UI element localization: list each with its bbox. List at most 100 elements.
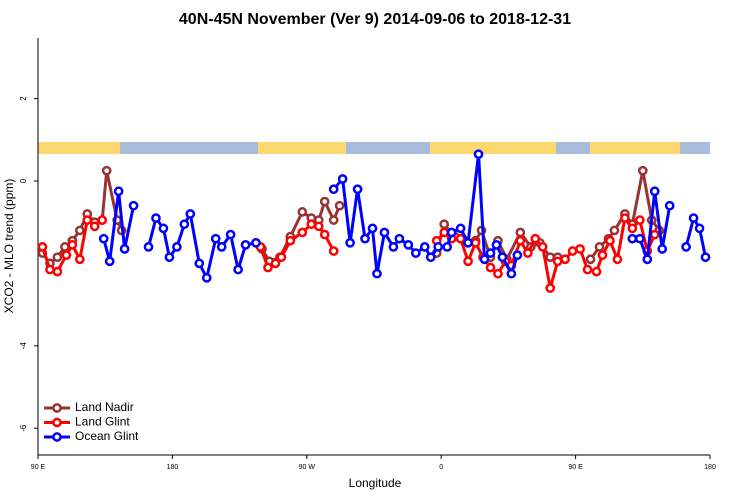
data-point [567,246,578,256]
data-point [151,213,161,223]
data-point [172,242,182,252]
data-point [582,264,593,275]
data-point [210,233,221,244]
data-point [334,200,345,211]
y-tick-label: 2 [19,96,28,101]
data-point [537,242,548,252]
data-point [439,219,450,230]
land-ocean-strip [38,142,710,154]
data-point [388,242,399,252]
data-point [575,244,585,254]
y-axis-label: XCO2 - MLO trend (ppm) [2,179,16,314]
data-point [216,242,227,252]
data-point [251,237,261,248]
data-point [455,233,466,244]
data-point [97,215,108,225]
data-point [410,248,421,258]
data-point [337,174,348,184]
data-point [113,186,124,197]
y-tick-label: -6 [19,424,28,432]
data-point [485,262,496,273]
data-point [328,184,339,195]
data-point [185,209,196,219]
legend-marker [52,403,62,413]
y-tick-label: 0 [19,178,28,183]
data-point [60,242,70,252]
data-point [497,252,508,263]
data-point [74,254,85,265]
data-point [591,266,602,277]
data-point [649,186,660,197]
data-point [104,256,115,267]
x-tick-label: 0 [439,464,443,471]
data-point [179,219,190,230]
series-line [41,169,661,265]
data-point [98,233,109,244]
data-point [560,254,570,265]
data-point [233,264,243,275]
x-tick-label: 180 [704,464,716,471]
y-tick-label: -4 [19,342,28,350]
data-point [470,237,481,248]
data-point [313,221,324,232]
data-point [306,219,317,230]
data-point [52,252,63,263]
data-point [119,244,130,254]
data-point [143,242,154,252]
data-point [285,235,296,246]
data-point [367,223,378,234]
legend-marker [52,432,62,442]
x-tick-label: 90 E [568,464,583,471]
data-point [345,237,355,248]
data-point [463,256,473,267]
data-point [455,223,466,234]
data-point [37,242,48,252]
data-point [319,229,330,240]
x-axis-label: Longitude [349,476,402,490]
data-point [612,254,623,265]
data-point [89,221,100,232]
data-point [605,235,615,246]
data-point [158,223,169,234]
data-point [297,207,308,217]
data-point [442,242,453,252]
data-point [634,215,645,225]
data-point [634,233,645,244]
data-point [52,266,63,277]
chart-title: 40N-45N November (Ver 9) 2014-09-06 to 2… [179,11,571,28]
data-point [394,233,405,244]
data-point [491,240,502,250]
data-point [597,250,608,261]
data-point [328,246,339,256]
data-point [620,213,630,223]
data-point [328,215,339,225]
data-point [609,225,620,236]
data-point [473,149,484,160]
data-point [67,240,78,250]
data-point [688,213,699,223]
data-point [128,200,139,211]
x-tick-label: 90 W [299,464,316,471]
data-point [419,242,430,252]
data-point [637,165,648,176]
data-point [352,184,363,195]
data-point [439,227,450,238]
data-point [403,240,414,250]
data-point [627,233,638,244]
data-point [240,240,251,250]
data-point [522,248,533,258]
legend-label: Land Nadir [75,400,134,414]
data-point [493,268,503,279]
data-point [425,252,436,263]
data-point [379,227,390,238]
data-point [82,215,93,225]
data-point [594,242,605,252]
data-point [319,196,330,207]
data-point [360,233,370,244]
data-point [664,200,675,211]
data-point [61,250,72,261]
data-point [545,283,556,293]
data-point [45,264,55,275]
data-point [530,233,541,244]
